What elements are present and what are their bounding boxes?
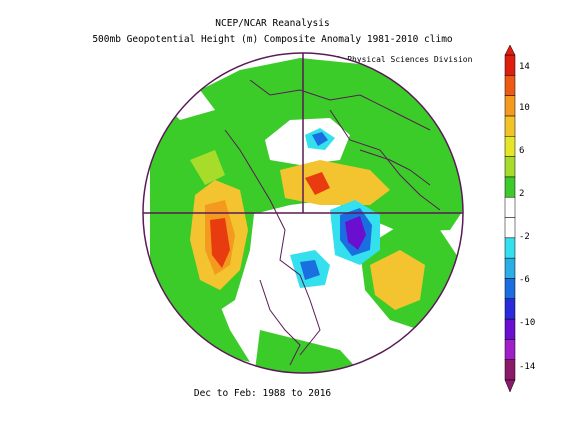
anomaly-region-red-pacific [210,218,230,268]
colorbar-segment [504,156,516,178]
period-label: Dec to Feb: 1988 to 2016 [193,388,332,399]
anomaly-region-blue-arctic [312,132,328,146]
map-subtitle: 500mb Geopotential Height (m) Composite … [92,34,453,45]
anomaly-region-yellow-siberia [280,160,390,205]
colorbar-segment [504,217,516,239]
colorbar-segment [504,298,516,320]
colorbar-segment [504,115,516,137]
colorbar-segment [504,318,516,340]
colorbar-segment [504,95,516,117]
colorbar-segment [504,54,516,76]
colorbar-segment [504,196,516,218]
anomaly-region-yellow-atlantic [370,250,425,310]
colorbar-segment [504,237,516,259]
colorbar-tick: 10 [519,103,530,113]
colorbar-bottom-arrow [504,379,516,393]
colorbar-tick: 6 [519,146,525,156]
coastlines [224,79,441,366]
anomaly-region-red-siberia [305,172,330,195]
colorbar-segment [504,136,516,157]
colorbar-tick: 14 [519,62,530,72]
colorbar-tick: 2 [519,189,525,199]
colorbar-segment [504,257,516,279]
colorbar-segment [504,359,516,381]
map-title: NCEP/NCAR Reanalysis [215,18,330,29]
colorbar-segment [504,278,516,299]
anomaly-region-green-north [150,58,463,362]
anomaly-region-purple-atlantic [345,216,366,250]
colorbar-segment [504,339,516,360]
colorbar-tick: -2 [519,232,530,242]
anomaly-region-yellow-west [190,150,225,185]
anomaly-region-green-south [255,330,360,373]
credit-label: NOAA/ESRL Physical Sciences Division [299,55,473,64]
colorbar-tick: -6 [519,275,530,285]
colorbar-segment [504,75,516,96]
colorbar-segments [504,44,516,393]
colorbar-tick: -14 [519,362,536,372]
colorbar-segment [504,176,516,198]
anomaly-region-blue-us [300,260,320,280]
colorbar-top-arrow [504,44,516,56]
colorbar-tick: -10 [519,318,536,328]
